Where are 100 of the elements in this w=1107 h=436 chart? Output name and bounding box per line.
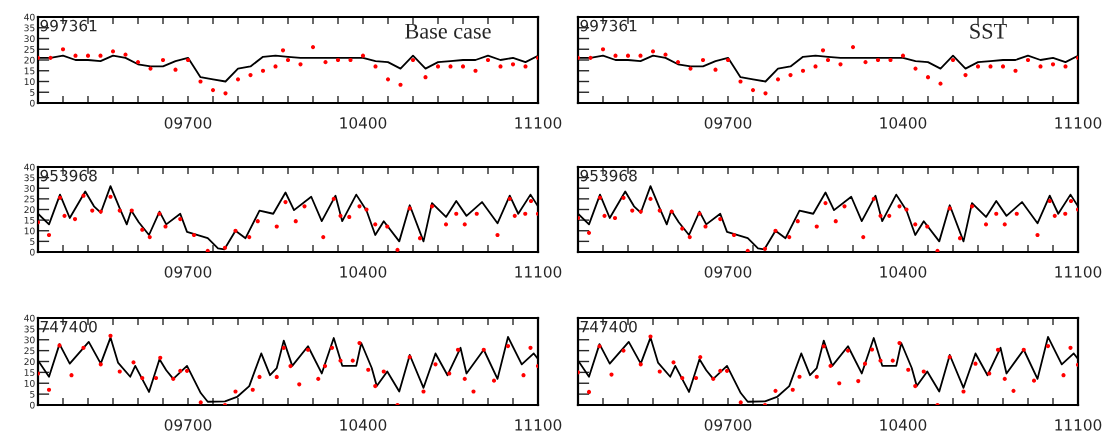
point [108,333,113,338]
point [773,228,778,233]
x-tick-label: 11100 [1055,419,1102,431]
point [81,345,86,350]
y-tick-label: 20 [24,358,35,366]
point [718,368,723,373]
point [669,209,674,214]
point [473,68,478,73]
point [578,55,581,60]
point [435,64,441,69]
point [621,195,626,200]
chart-title: 997361 [580,19,637,32]
x-tick-label: 09700 [164,266,212,278]
point [957,236,963,241]
point [46,387,52,392]
point [297,382,302,387]
point [878,213,883,218]
point [157,211,162,216]
point [820,48,826,53]
point [528,345,533,350]
point [648,334,653,339]
point [775,77,781,82]
point [797,374,802,379]
point [1063,211,1068,216]
y-tick-label: 0 [30,401,35,409]
point [523,64,528,69]
point [366,367,371,372]
x-tick-label: 09700 [164,419,212,431]
point [417,236,423,241]
point [697,211,702,216]
point [331,196,336,201]
point [298,62,303,67]
point [687,235,692,240]
point [602,213,607,218]
point [447,371,452,376]
point [988,64,993,69]
point [1075,55,1078,60]
y-tick-label: 35 [24,174,35,182]
point [454,211,459,216]
point [947,206,952,211]
y-tick-label: 35 [24,325,35,333]
point [147,235,152,240]
x-tick-label: 10400 [340,117,387,129]
point [60,47,66,52]
point [171,376,176,381]
point [110,49,116,54]
point [280,48,286,53]
chart-title: 953968 [40,169,97,182]
y-tick-label: 10 [24,78,35,86]
point [448,64,453,69]
point [837,381,842,386]
point [861,235,866,240]
point [305,347,311,352]
point [521,373,526,378]
point [222,245,228,250]
point [1075,362,1078,367]
point [248,72,253,78]
point [273,64,278,69]
x-tick-label: 11100 [1055,117,1102,129]
point [1011,388,1016,393]
point [385,77,391,82]
y-tick-label: 20 [24,206,35,214]
point [586,230,592,235]
point [1052,213,1057,218]
y-tick-label: 30 [24,184,35,192]
point [347,214,352,220]
point [638,209,643,214]
point [773,388,778,393]
point [1002,222,1007,227]
point [373,222,378,227]
point [983,222,989,227]
point [871,196,876,201]
point [1031,378,1037,383]
y-tick-label: 25 [24,347,35,355]
point [925,75,931,80]
point [316,376,321,381]
point [462,376,467,381]
point [994,211,999,216]
y-tick-label: 40 [24,163,35,171]
y-tick-label: 40 [24,13,35,21]
point [507,196,512,201]
point [247,235,252,240]
point [85,53,91,58]
point [657,369,662,374]
x-tick-label: 09700 [704,266,752,278]
point [925,224,930,229]
point [373,64,378,69]
annotation: SST [970,23,1007,39]
y-tick-label: 5 [30,89,35,96]
point [338,213,343,218]
point [498,64,503,69]
point [648,196,653,201]
point [586,389,592,395]
chart-title: 747400 [580,320,637,333]
point [178,368,183,373]
point [833,219,838,224]
point [38,220,41,225]
point [535,211,538,216]
point [293,219,298,224]
x-tick-label: 10400 [340,419,387,431]
